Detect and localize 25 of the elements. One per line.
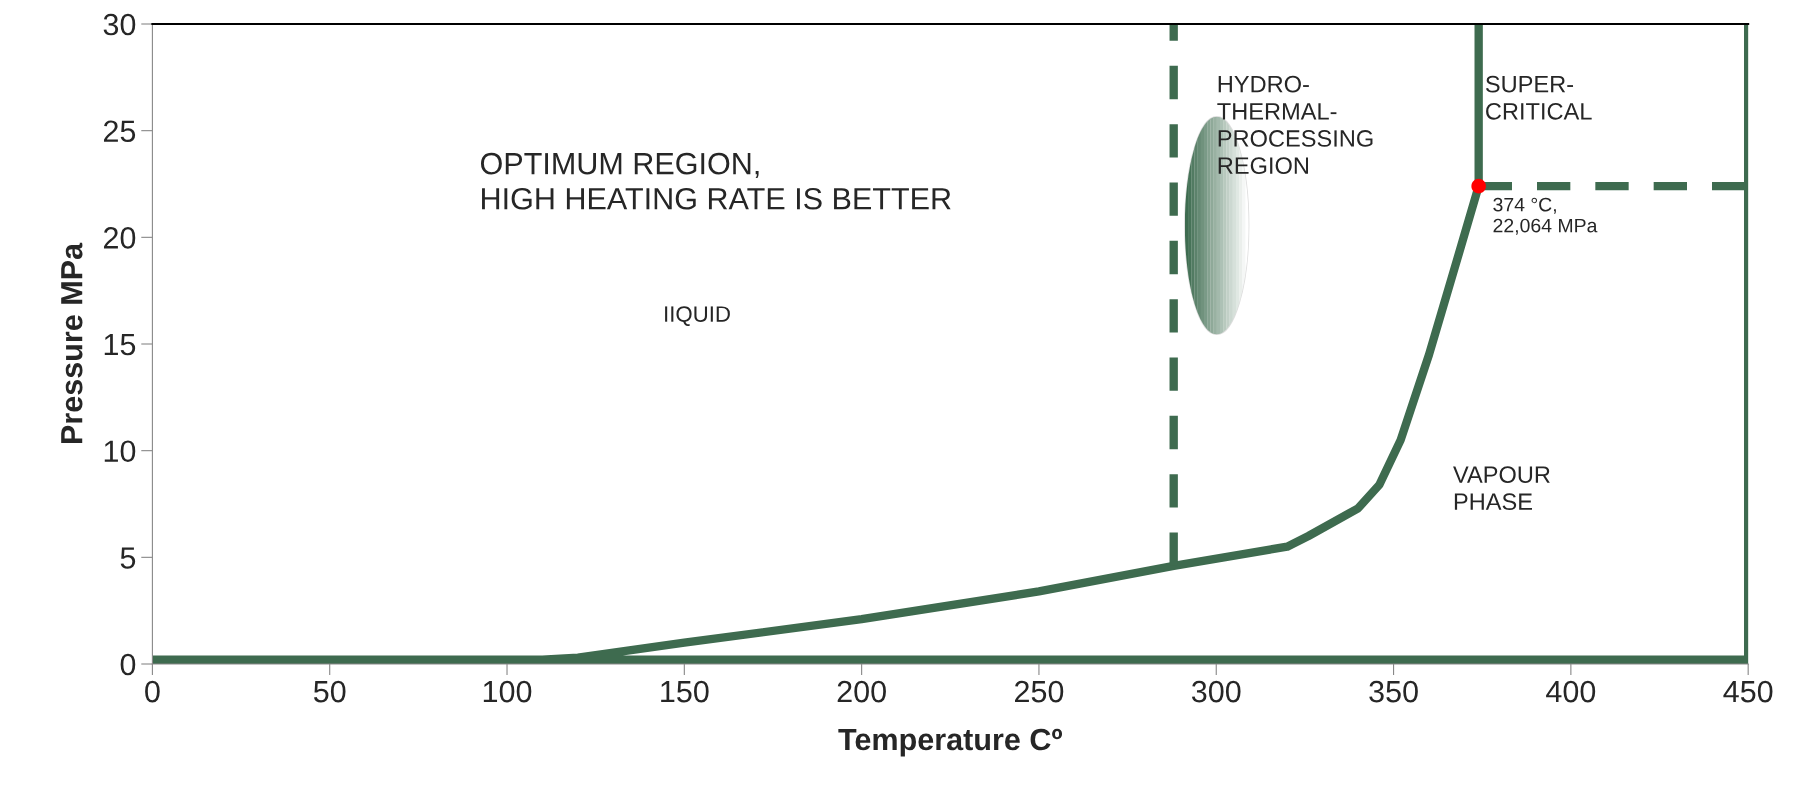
x-tick-label: 50 [313,680,346,703]
y-tick-label: 25 [103,120,136,143]
annotation: 374 °C, 22,064 MPa [1493,197,1598,235]
x-tick-label: 0 [145,680,160,703]
x-tick-label: 250 [1014,680,1064,703]
x-tick-label: 150 [661,680,709,703]
annotation: VAPOUR PHASE [1453,466,1550,511]
annotation: IIQUID [665,306,730,326]
y-tick-label: 5 [120,547,136,569]
y-tick-label: 20 [103,227,136,249]
y-tick-label: 15 [104,334,136,356]
y-axis-title: Pressure MPa [61,242,83,444]
x-tick-label: 350 [1369,680,1418,703]
x-axis-title: Temperature Cº [838,728,1063,757]
x-tick-label: 100 [483,680,532,703]
x-tick-label: 400 [1546,680,1596,703]
y-tick-label: 0 [120,653,136,676]
y-tick-label: 10 [104,440,136,463]
annotation: OPTIMUM REGION, HIGH HEATING RATE IS BETTER [480,152,951,210]
x-tick-label: 200 [837,680,886,703]
annotation: HYDRO- THERMAL- PROCESSING REGION [1217,75,1373,174]
x-tick-label: 300 [1191,680,1241,703]
y-tick-label: 30 [103,13,136,36]
annotation: SUPER- CRITICAL [1485,75,1592,120]
x-tick-label: 450 [1723,680,1773,703]
